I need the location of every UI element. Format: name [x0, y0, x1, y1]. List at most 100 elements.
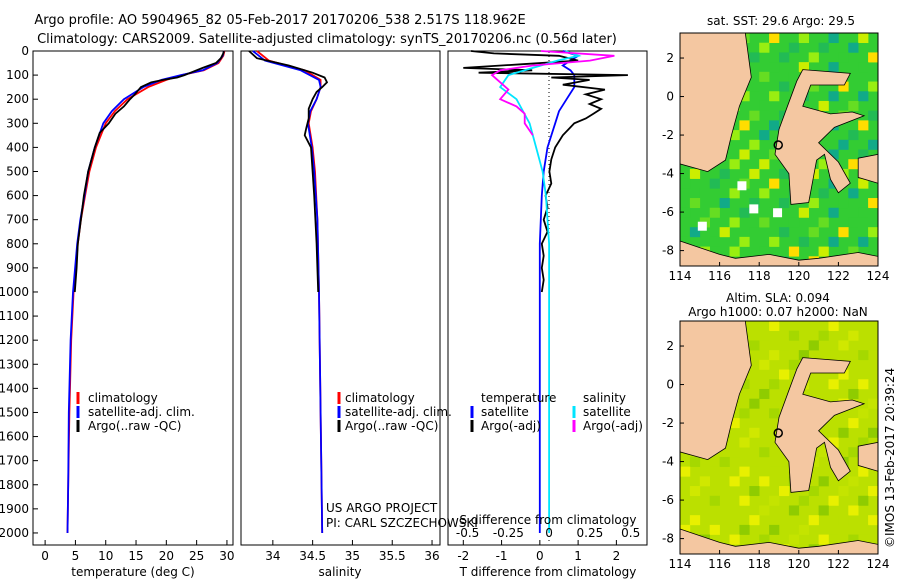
sea-cell: [680, 495, 691, 506]
title-line-2: Climatology: CARS2009. Satellite-adjuste…: [37, 32, 617, 47]
difference-panel: -2 -1 0 1 2 -0.5 -0.25 0 0.25 0.5 S difference fr…: [447, 50, 648, 579]
legend-label-argo: Argo(..raw -QC): [345, 419, 438, 433]
series-line-t-satellite: [538, 50, 581, 533]
series-line-satellite-adj-clim-: [252, 50, 324, 534]
y-tick-label: -4: [662, 167, 674, 181]
x-tick-label: 116: [708, 557, 731, 571]
sea-cell: [729, 217, 740, 228]
temperature-xlabel: temperature (deg C): [71, 565, 194, 579]
x-tick-label: 124: [867, 557, 890, 571]
sea-cell: [719, 198, 730, 209]
x-tick-label: 122: [827, 557, 850, 571]
y-tick-label: 400: [6, 140, 29, 154]
sea-cell: [779, 81, 790, 92]
land-mass: [679, 32, 752, 173]
series-line-t-argo-adj-: [463, 50, 628, 293]
sea-cell: [709, 495, 720, 506]
sea-cell: [788, 217, 800, 228]
sea-cell: [709, 524, 720, 535]
sea-cell: [699, 505, 710, 516]
sea-cell: [709, 207, 720, 218]
sea-cell: [798, 321, 809, 332]
sea-cell: [818, 476, 829, 487]
s-tick-label: 0.5: [621, 526, 640, 540]
sea-cell: [779, 456, 790, 467]
sea-cell: [749, 340, 760, 351]
sea-cell: [838, 227, 849, 238]
sea-cell: [709, 236, 720, 247]
sea-cell: [838, 427, 849, 438]
project-annotation: US ARGO PROJECT: [326, 501, 438, 515]
x-tick-label: 120: [787, 557, 810, 571]
sea-cell: [848, 217, 859, 228]
sea-cell: [729, 534, 740, 545]
series-line-satellite-adj-clim-: [66, 50, 225, 534]
sea-cell: [680, 178, 691, 189]
x-tick-label: 20: [159, 549, 174, 563]
sea-cell: [769, 408, 780, 419]
legend-label-t-argo: Argo(-adj): [481, 419, 541, 433]
sea-cell: [680, 236, 691, 247]
series-line-climatology: [66, 50, 226, 534]
y-tick-label: 0: [666, 378, 674, 392]
sea-cell: [858, 33, 869, 44]
x-tick-label: 118: [748, 269, 771, 283]
sea-cell: [769, 350, 780, 361]
series-line-s-argo-adj-: [490, 50, 615, 136]
sea-cell: [858, 62, 869, 73]
sea-cell: [769, 495, 780, 506]
sea-cell: [769, 33, 780, 44]
x-tick-label: 124: [867, 269, 890, 283]
cloud-mask-cell: [697, 221, 707, 231]
sea-cell: [818, 447, 829, 458]
sea-cell: [779, 198, 790, 209]
sst-map-frame: [679, 32, 879, 267]
sea-cell: [729, 447, 740, 458]
x-tick-label: 35.5: [379, 549, 406, 563]
y-tick-label: 300: [6, 116, 29, 130]
sea-cell: [828, 236, 839, 247]
sea-cell: [769, 120, 780, 131]
y-tick-label: 500: [6, 164, 29, 178]
sst-map-panel: sat. SST: 29.6 Argo: 29.5 114 116 118 120 12…: [662, 14, 889, 283]
y-tick-label: 1000: [0, 285, 29, 299]
sea-cell: [808, 198, 819, 209]
sea-cell: [749, 81, 760, 92]
legend-label-satellite: satellite-adj. clim.: [345, 405, 452, 419]
sea-cell: [759, 359, 770, 370]
sea-cell: [838, 52, 849, 63]
sea-cell: [759, 505, 770, 516]
sea-cell: [788, 246, 800, 257]
sea-cell: [818, 505, 829, 516]
y-tick-label: -8: [662, 532, 674, 546]
sea-cell: [848, 418, 859, 429]
sea-cell: [848, 447, 859, 458]
sla-map-frame: [679, 320, 879, 555]
sea-cell: [729, 246, 740, 257]
x-tick-label: 35: [345, 549, 360, 563]
legend-title-salinity: salinity: [583, 391, 626, 405]
sea-cell: [739, 495, 750, 506]
sea-cell: [858, 350, 869, 361]
sea-cell: [729, 505, 740, 516]
sea-cell: [868, 139, 879, 150]
sea-cell: [848, 188, 859, 199]
sea-cell: [759, 42, 770, 53]
sea-cell: [759, 71, 770, 82]
sea-cell: [868, 515, 879, 526]
sea-cell: [848, 505, 859, 516]
sea-cell: [828, 524, 839, 535]
x-tick-label: -2: [457, 549, 469, 563]
legend-label-t-satellite: satellite: [481, 405, 529, 419]
sea-cell: [838, 369, 849, 380]
sea-cell: [749, 427, 760, 438]
sea-cell: [858, 437, 869, 448]
y-tick-label: 1800: [0, 478, 29, 492]
x-tick-label: 34.5: [299, 549, 326, 563]
y-tick-label: 1400: [0, 381, 29, 395]
sea-cell: [788, 505, 800, 516]
y-tick-label: -4: [662, 455, 674, 469]
sea-cell: [858, 91, 869, 102]
sea-cell: [779, 340, 790, 351]
